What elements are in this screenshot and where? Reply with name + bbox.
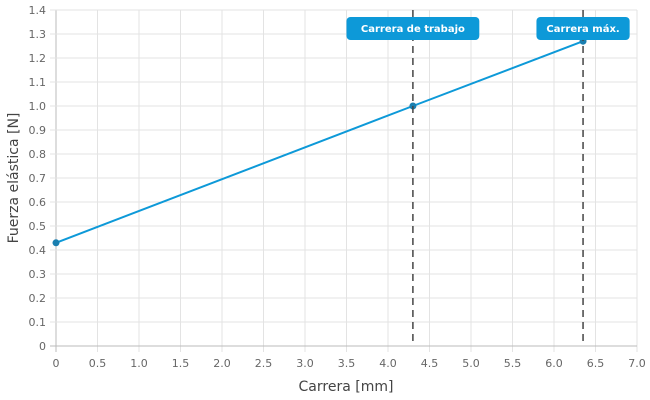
x-tick-label: 1.5 xyxy=(172,357,190,370)
y-tick-label: 0.9 xyxy=(29,124,47,137)
y-tick-label: 1.1 xyxy=(29,76,47,89)
y-tick-label: 1.3 xyxy=(29,28,47,41)
y-tick-label: 0.7 xyxy=(29,172,47,185)
x-tick-label: 4.0 xyxy=(379,357,397,370)
x-tick-label: 3.0 xyxy=(296,357,314,370)
y-tick-label: 0.2 xyxy=(29,292,47,305)
annotation-box xyxy=(346,17,480,40)
y-tick-label: 0 xyxy=(39,340,46,353)
x-tick-label: 0 xyxy=(53,357,60,370)
x-tick-label: 7.0 xyxy=(628,357,646,370)
annotation-box xyxy=(536,17,630,40)
y-tick-label: 1.4 xyxy=(29,4,47,17)
y-tick-label: 0.8 xyxy=(29,148,47,161)
x-axis-label: Carrera [mm] xyxy=(299,379,394,395)
x-tick-label: 6.5 xyxy=(587,357,605,370)
y-tick-label: 1.0 xyxy=(29,100,47,113)
x-tick-label: 2.5 xyxy=(255,357,273,370)
annotation-label: Carrera de trabajo xyxy=(361,24,465,35)
x-tick-label: 5.0 xyxy=(462,357,480,370)
x-tick-label: 2.0 xyxy=(213,357,231,370)
x-tick-label: 1.0 xyxy=(130,357,148,370)
x-tick-label: 6.0 xyxy=(545,357,563,370)
x-tick-label: 4.5 xyxy=(421,357,439,370)
x-tick-label: 0.5 xyxy=(89,357,107,370)
series-line xyxy=(55,40,584,244)
y-tick-label: 0.5 xyxy=(29,220,47,233)
x-tick-label: 5.5 xyxy=(504,357,522,370)
data-point xyxy=(52,239,60,247)
y-axis-label: Fuerza elástica [N] xyxy=(6,113,22,244)
y-tick-label: 1.2 xyxy=(29,52,47,65)
y-tick-label: 0.4 xyxy=(29,244,47,257)
y-tick-label: 0.3 xyxy=(29,268,47,281)
x-tick-label: 3.5 xyxy=(338,357,356,370)
y-tick-label: 0.1 xyxy=(29,316,47,329)
y-tick-label: 0.6 xyxy=(29,196,47,209)
annotation-label: Carrera máx. xyxy=(546,23,619,35)
